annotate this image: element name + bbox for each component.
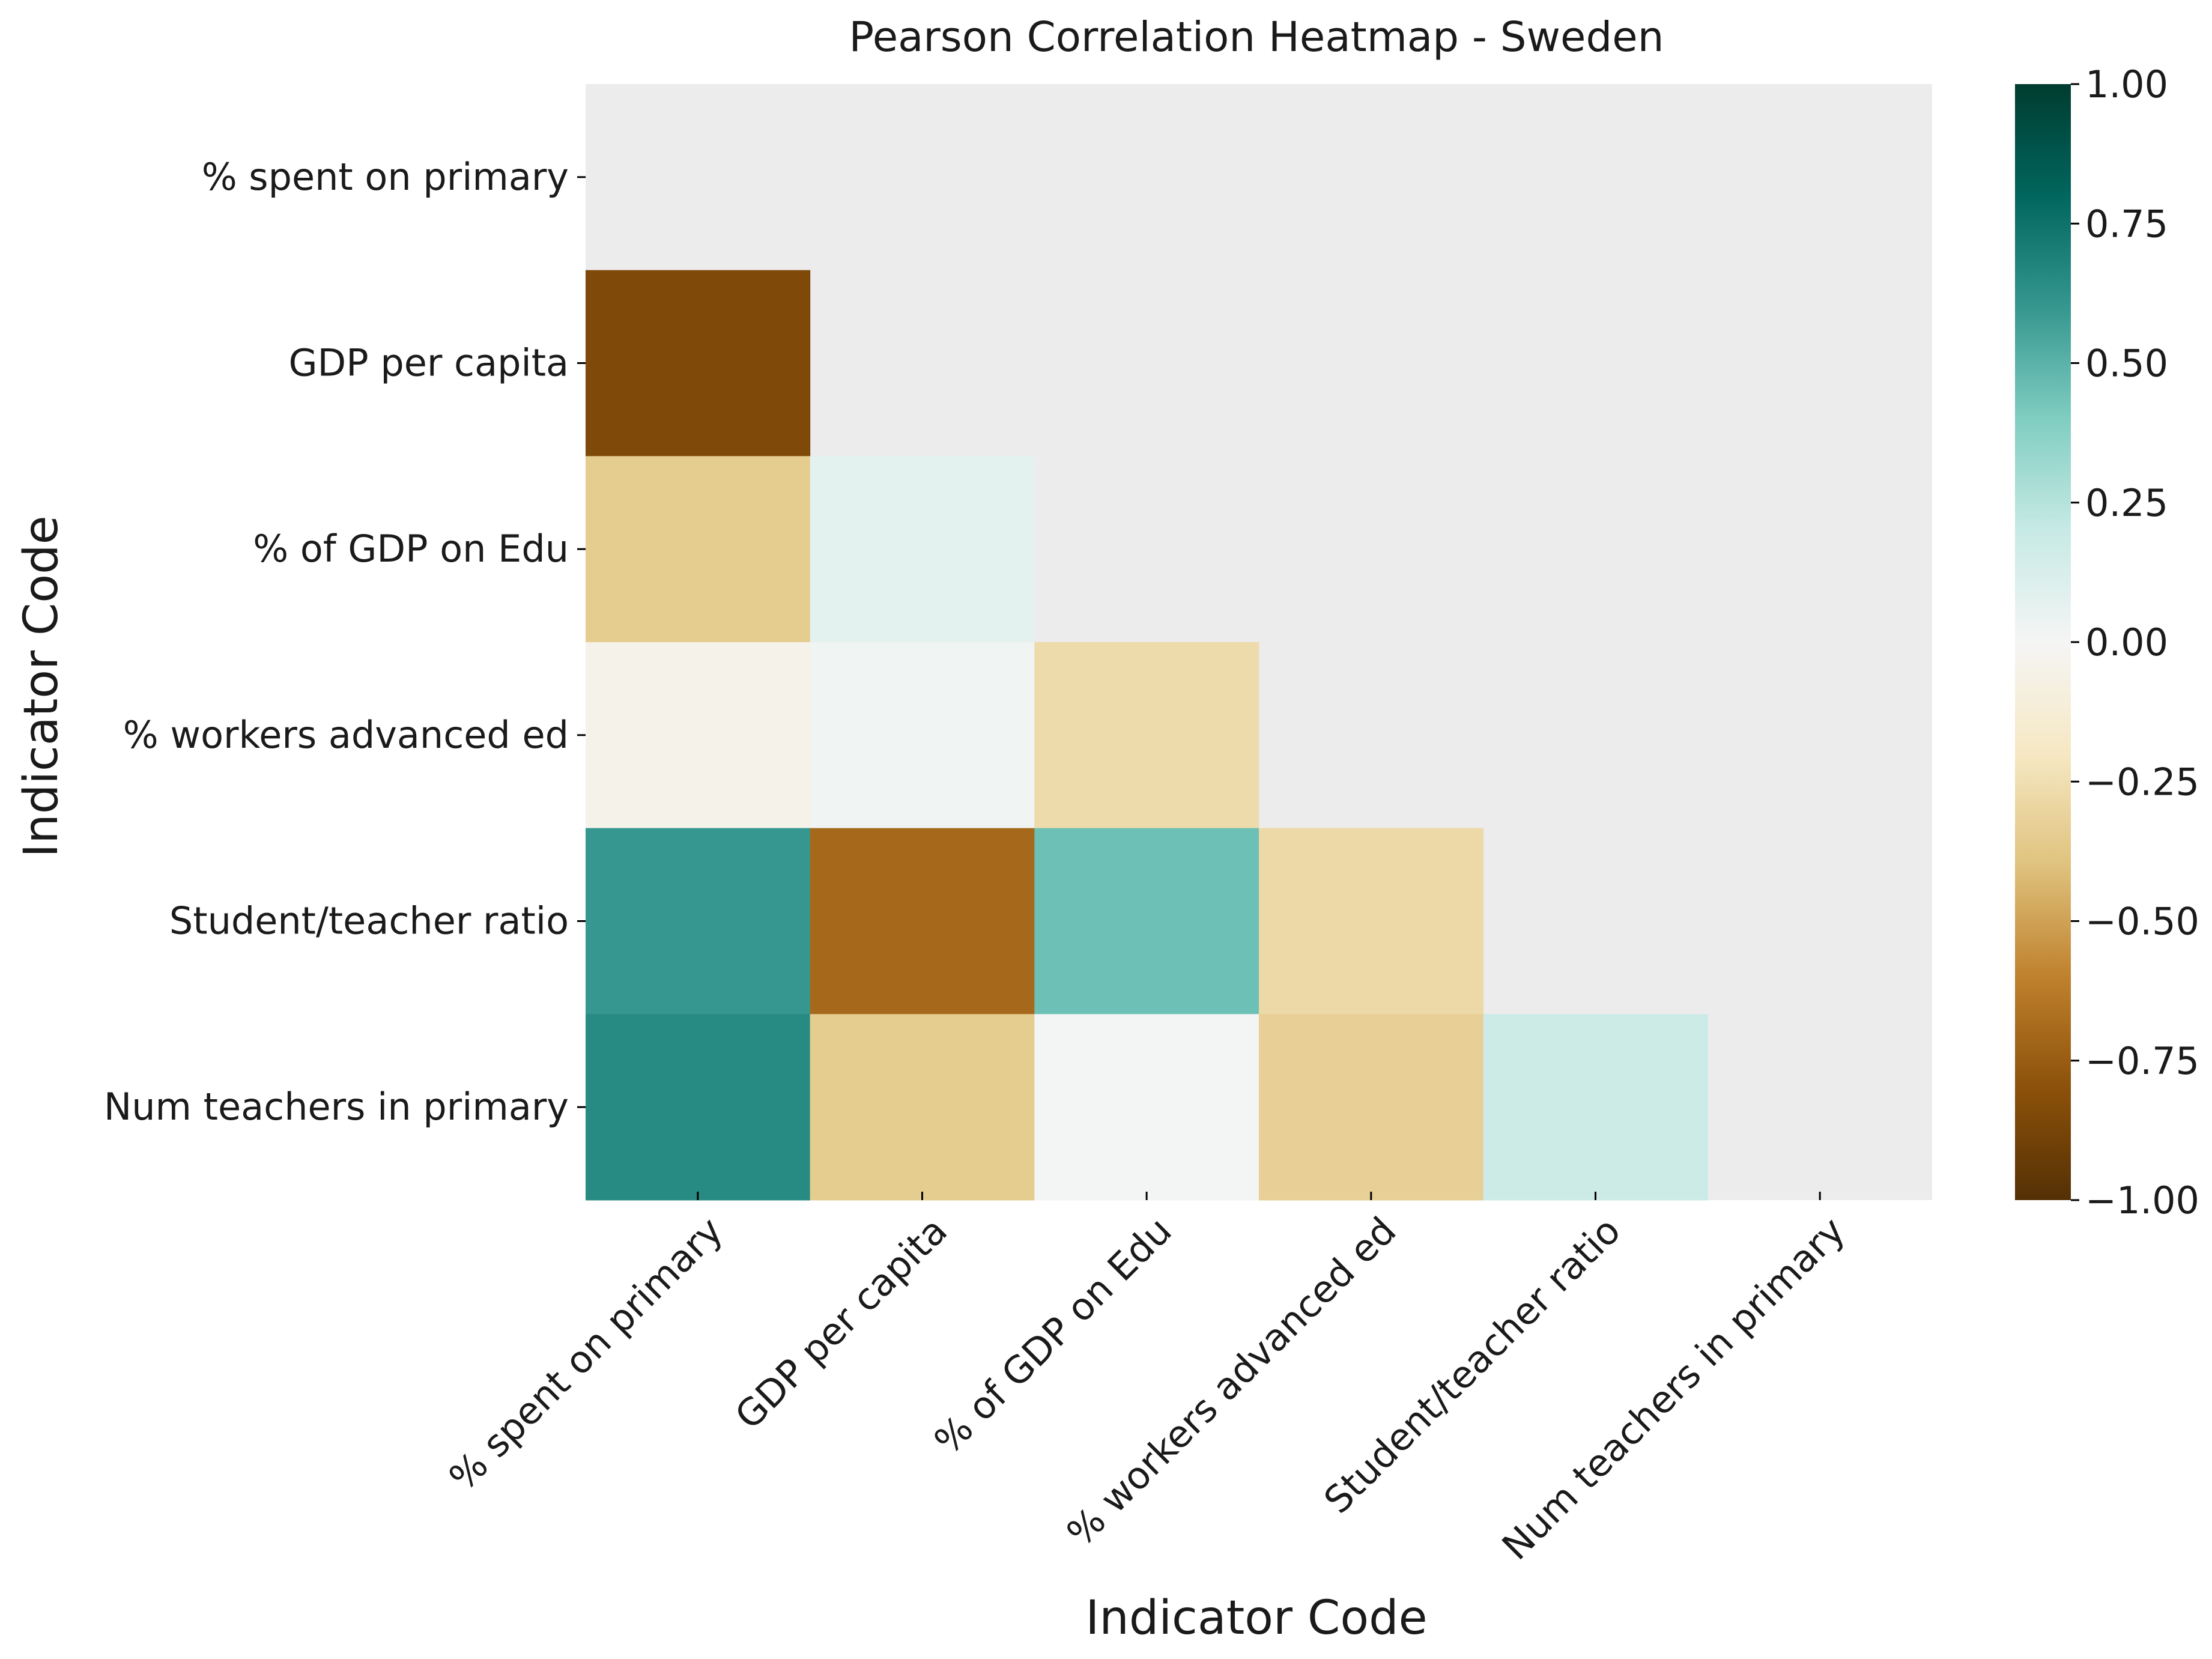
x-tick-label: GDP per capita (727, 1209, 956, 1438)
colorbar-tick-label: −0.25 (2085, 760, 2199, 804)
colorbar-tick-label: 0.00 (2085, 620, 2168, 664)
heatmap-cell (586, 642, 811, 829)
colorbar-tick-label: 1.00 (2085, 62, 2168, 106)
y-tick-label: Student/teacher ratio (169, 899, 569, 943)
heatmap-cell (1034, 828, 1259, 1015)
heatmap-cell (586, 456, 811, 643)
colorbar-gradient (2015, 84, 2071, 1200)
heatmap-cell (810, 828, 1035, 1015)
heatmap-cells (586, 270, 1708, 1201)
heatmap-cell (586, 828, 811, 1015)
y-tick-label: % of GDP on Edu (253, 527, 569, 571)
y-axis-title: Indicator Code (14, 515, 68, 857)
y-tick-label: % workers advanced ed (123, 713, 569, 757)
x-tick-label: % of GDP on Edu (926, 1209, 1180, 1463)
y-tick-label: % spent on primary (202, 155, 569, 199)
heatmap-cell (1034, 1014, 1259, 1201)
heatmap-cell (586, 270, 811, 456)
colorbar-tick-label: −0.75 (2085, 1039, 2199, 1083)
y-tick-label: Num teachers in primary (104, 1085, 569, 1129)
heatmap-cell (810, 642, 1035, 829)
y-tick-label: GDP per capita (288, 341, 569, 385)
colorbar-tick-label: −1.00 (2085, 1178, 2199, 1222)
colorbar-tick-label: −0.50 (2085, 900, 2199, 944)
heatmap-cell (586, 1014, 811, 1201)
colorbar: 1.00 0.75 0.50 0.25 0.00 −0.25 −0.50 −0.75 −1.00 (2015, 62, 2199, 1222)
heatmap-cell (1259, 1014, 1484, 1201)
x-axis-title: Indicator Code (1085, 1591, 1427, 1645)
x-tick-label: % spent on primary (441, 1209, 732, 1499)
colorbar-tick-label: 0.75 (2085, 202, 2168, 246)
colorbar-tick-label: 0.50 (2085, 342, 2168, 386)
y-axis-ticks: % spent on primary GDP per capita % of GDP… (104, 155, 586, 1129)
colorbar-tick-label: 0.25 (2085, 481, 2168, 525)
heatmap-cell (810, 1014, 1035, 1201)
chart-title: Pearson Correlation Heatmap - Sweden (849, 13, 1664, 61)
heatmap-cell (1259, 828, 1484, 1015)
heatmap-cell (1034, 642, 1259, 829)
heatmap-cell (1483, 1014, 1708, 1201)
heatmap-cell (810, 456, 1035, 643)
